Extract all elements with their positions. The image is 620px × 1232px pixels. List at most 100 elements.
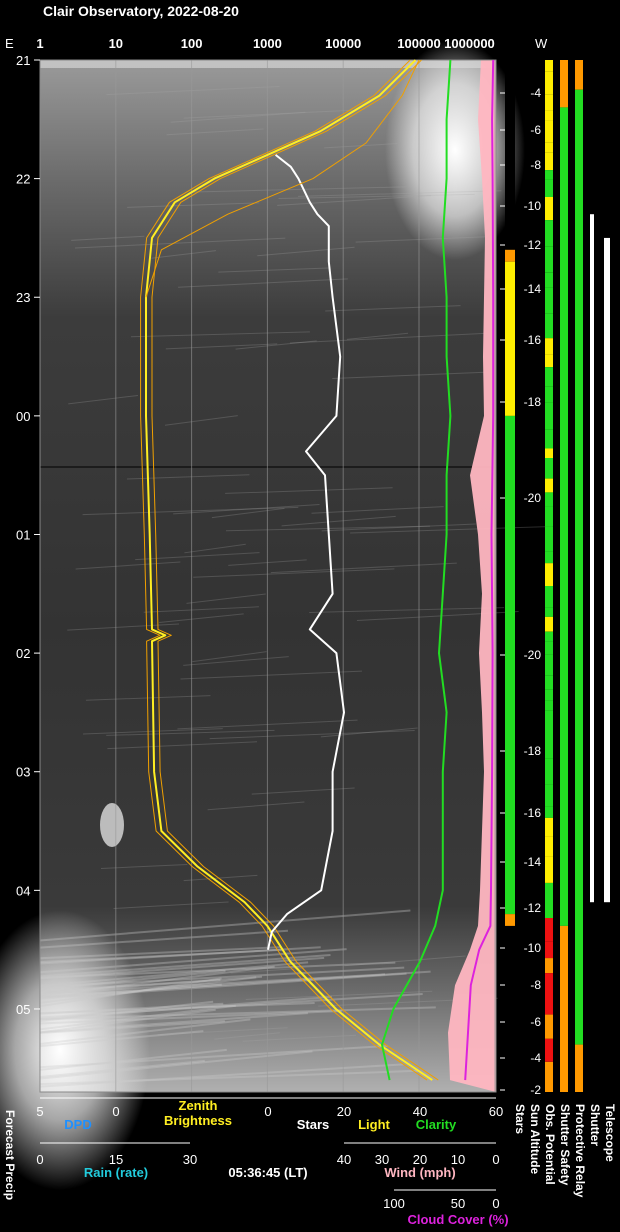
stars-tick-label: 40 [413, 1104, 427, 1119]
rain-tick-label: 15 [109, 1152, 123, 1167]
star-trail [207, 801, 305, 811]
star-trail [346, 332, 409, 340]
obs-potential-bar [545, 354, 553, 368]
star-trail [193, 568, 395, 578]
light-axis-label: Light [358, 1117, 390, 1132]
cloud-cover-area [448, 60, 496, 1092]
sun-altitude-tick-label: -20 [524, 491, 542, 505]
status-bar-label: Sun Altitude [528, 1104, 542, 1175]
stars-bar [505, 925, 515, 1092]
star-trail [157, 1027, 288, 1036]
zenith-brightness-line [145, 59, 433, 1081]
dawn-streak [39, 1009, 342, 1025]
dawn-streak [39, 1004, 236, 1031]
sun-altitude-tick-label: -4 [530, 86, 541, 100]
dawn-streak [39, 946, 282, 960]
wind-axis-label: Wind (mph) [384, 1165, 455, 1180]
dawn-streak [39, 1020, 225, 1034]
star-trail [143, 606, 259, 613]
shutter-safety-bar [560, 925, 568, 1092]
top-axis-tick: 1000000 [444, 36, 495, 51]
star-trail [235, 340, 317, 350]
obs-potential-bar [545, 170, 553, 180]
dawn-streak [39, 995, 332, 1021]
obs-potential-bar [545, 120, 553, 143]
obs-potential-bar [545, 448, 553, 459]
plot-border [39, 59, 497, 1093]
current-time-readout: 05:36:45 (LT) [228, 1165, 307, 1180]
star-trail [71, 235, 145, 241]
stars-tick-label: 0 [264, 1104, 271, 1119]
star-trail [289, 332, 488, 344]
moon-glow [100, 803, 124, 847]
star-trail [257, 246, 355, 257]
dawn-streak [39, 1002, 224, 1015]
star-trail [186, 593, 266, 604]
obs-potential-bar [545, 94, 553, 111]
twilight-glow-morning [0, 910, 150, 1190]
obs-potential-bar [545, 179, 553, 197]
time-tick-label: 22 [16, 172, 30, 187]
top-axis-tick: 100000 [397, 36, 440, 51]
sun-altitude-tick-label: -8 [530, 158, 541, 172]
status-bar-label: Stars [513, 1104, 527, 1134]
stars-bar [505, 60, 515, 250]
star-trail [183, 874, 258, 882]
star-trail [325, 305, 461, 312]
obs-potential-bar [545, 631, 553, 642]
dawn-streak [39, 909, 411, 942]
star-trail [180, 670, 362, 680]
obs-potential-bar [545, 526, 553, 552]
obs-potential-bar [545, 110, 553, 121]
dawn-streak [39, 929, 289, 949]
star-trail [355, 236, 488, 243]
star-trail [277, 195, 432, 206]
star-trail [245, 990, 433, 1000]
star-trail [130, 331, 310, 338]
dawn-streak [39, 1069, 419, 1086]
obs-potential-bar [545, 941, 553, 959]
star-trail [106, 85, 280, 96]
stars-bar [505, 249, 515, 262]
star-trail [297, 190, 502, 197]
top-axis-tick: 1 [36, 36, 43, 51]
clarity-line [381, 59, 452, 1081]
obs-potential-bar [545, 1061, 553, 1078]
dawn-streak [39, 1048, 227, 1071]
sun-altitude-tick-label: -16 [524, 333, 542, 347]
zenith-label: Brightness [164, 1113, 232, 1128]
star-trail [113, 901, 229, 910]
star-trail [324, 143, 398, 149]
cloud-tick-label: 100 [383, 1196, 405, 1211]
dawn-streak [39, 965, 275, 997]
star-trail [184, 543, 246, 554]
obs-potential-bar [545, 429, 553, 449]
obs-potential-bar [545, 1038, 553, 1062]
obs-potential-bar [545, 338, 553, 355]
top-axis-left-label: E [5, 36, 14, 51]
obs-potential-bar [545, 732, 553, 759]
wind-tick-label: 20 [413, 1152, 427, 1167]
stars-tick-label: 60 [489, 1104, 503, 1119]
status-bar-label: Obs. Potential [543, 1104, 557, 1185]
status-bar-label: Shutter Safety [558, 1104, 572, 1186]
star-trail [211, 507, 285, 519]
star-trail [74, 237, 286, 249]
stars-bar [505, 415, 515, 915]
obs-potential-bar [545, 758, 553, 785]
wind-tick-label: 0 [492, 1152, 499, 1167]
sun-altitude-tick-label: -2 [530, 1083, 541, 1097]
obs-potential-bar [545, 220, 553, 247]
obs-potential-bar [545, 883, 553, 897]
dawn-streak [39, 946, 321, 965]
star-trail [173, 504, 320, 515]
obs-potential-bar [545, 413, 553, 430]
dpd-tick-label: 0 [112, 1104, 119, 1119]
wind-tick-label: 30 [375, 1152, 389, 1167]
wind-tick-label: 10 [451, 1152, 465, 1167]
time-tick-label: 05 [16, 1002, 30, 1017]
star-trail [165, 343, 278, 350]
obs-potential-bar [545, 689, 553, 701]
grid-layer [39, 59, 497, 1093]
